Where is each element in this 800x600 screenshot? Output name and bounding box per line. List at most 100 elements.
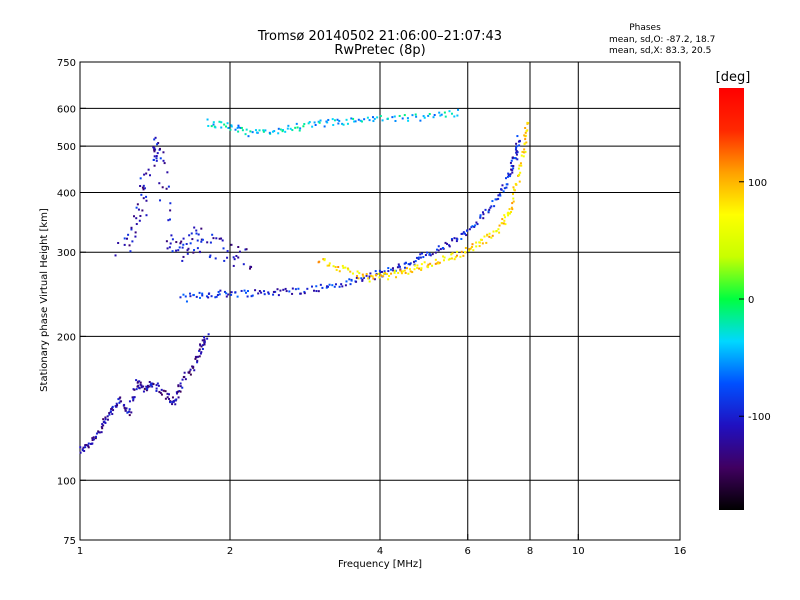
scatter-point bbox=[435, 248, 438, 251]
scatter-point bbox=[397, 263, 400, 266]
scatter-point bbox=[423, 116, 426, 119]
scatter-point bbox=[512, 197, 515, 200]
scatter-point bbox=[374, 274, 377, 277]
scatter-point bbox=[133, 396, 136, 399]
scatter-point bbox=[461, 232, 464, 235]
scatter-point bbox=[161, 186, 164, 189]
scatter-point bbox=[127, 233, 130, 236]
scatter-point bbox=[262, 129, 265, 132]
scatter-point bbox=[159, 199, 162, 202]
scatter-point bbox=[429, 262, 432, 265]
scatter-point bbox=[429, 254, 432, 257]
scatter-point bbox=[497, 194, 500, 197]
scatter-point bbox=[164, 397, 167, 400]
scatter-point bbox=[495, 230, 498, 233]
scatter-point bbox=[118, 397, 121, 400]
scatter-point bbox=[168, 246, 171, 249]
scatter-point bbox=[348, 278, 351, 281]
scatter-point bbox=[323, 259, 326, 262]
scatter-point bbox=[273, 130, 276, 133]
scatter-point bbox=[336, 118, 339, 121]
scatter-point bbox=[504, 223, 507, 226]
scatter-point bbox=[524, 135, 527, 138]
scatter-point bbox=[143, 187, 146, 190]
scatter-point bbox=[438, 261, 441, 264]
scatter-point bbox=[146, 387, 149, 390]
scatter-point bbox=[175, 241, 178, 244]
scatter-point bbox=[158, 390, 161, 393]
scatter-point bbox=[124, 409, 127, 412]
scatter-point bbox=[141, 209, 144, 212]
scatter-point bbox=[503, 214, 506, 217]
scatter-point bbox=[423, 261, 426, 264]
scatter-point bbox=[346, 267, 349, 270]
scatter-point bbox=[137, 380, 140, 383]
scatter-point bbox=[218, 120, 221, 123]
scatter-point bbox=[317, 290, 320, 293]
scatter-point bbox=[135, 206, 138, 209]
scatter-point bbox=[306, 287, 309, 290]
scatter-point bbox=[147, 168, 150, 171]
scatter-point bbox=[345, 118, 348, 121]
scatter-point bbox=[234, 291, 237, 294]
scatter-point bbox=[355, 280, 358, 283]
scatter-point bbox=[230, 291, 233, 294]
scatter-point bbox=[79, 446, 82, 449]
scatter-point bbox=[291, 287, 294, 290]
scatter-point bbox=[133, 215, 136, 218]
scatter-point bbox=[421, 252, 424, 255]
scatter-point bbox=[308, 121, 311, 124]
scatter-point bbox=[146, 386, 149, 389]
scatter-point bbox=[285, 290, 288, 293]
scatter-point bbox=[434, 262, 437, 265]
scatter-point bbox=[100, 431, 103, 434]
scatter-point bbox=[206, 337, 209, 340]
scatter-point bbox=[314, 123, 317, 126]
scatter-point bbox=[511, 202, 514, 205]
scatter-point bbox=[106, 418, 109, 421]
scatter-point bbox=[145, 195, 148, 198]
y-tick-label: 500 bbox=[57, 142, 76, 153]
legend-line-o: mean, sd,O: -87.2, 18.7 bbox=[609, 35, 715, 45]
scatter-point bbox=[196, 247, 199, 250]
scatter-point bbox=[179, 385, 182, 388]
scatter-point bbox=[436, 262, 439, 265]
scatter-point bbox=[223, 259, 226, 262]
y-tick-label: 300 bbox=[57, 248, 76, 259]
scatter-point bbox=[294, 126, 297, 129]
scatter-point bbox=[419, 119, 422, 122]
scatter-point bbox=[515, 142, 518, 145]
scatter-point bbox=[391, 267, 394, 270]
scatter-point bbox=[197, 355, 200, 358]
scatter-point bbox=[390, 268, 393, 271]
scatter-point bbox=[230, 125, 233, 128]
scatter-point bbox=[291, 292, 294, 295]
scatter-point bbox=[479, 214, 482, 217]
scatter-point bbox=[249, 130, 252, 133]
scatter-point bbox=[189, 368, 192, 371]
scatter-point bbox=[523, 148, 526, 151]
scatter-point bbox=[420, 268, 423, 271]
scatter-point bbox=[500, 188, 503, 191]
scatter-point bbox=[482, 213, 485, 216]
scatter-point bbox=[149, 174, 152, 177]
scatter-point bbox=[411, 271, 414, 274]
scatter-point bbox=[126, 237, 129, 240]
scatter-point bbox=[111, 405, 114, 408]
scatter-point bbox=[386, 117, 389, 120]
scatter-point bbox=[524, 131, 527, 134]
scatter-point bbox=[512, 165, 515, 168]
scatter-point bbox=[335, 268, 338, 271]
scatter-point bbox=[322, 258, 325, 261]
scatter-point bbox=[220, 121, 223, 124]
scatter-point bbox=[420, 267, 423, 270]
scatter-point bbox=[444, 241, 447, 244]
scatter-point bbox=[390, 272, 393, 275]
scatter-point bbox=[158, 182, 161, 185]
scatter-point bbox=[198, 296, 201, 299]
scatter-point bbox=[333, 119, 336, 122]
colorbar-tick-label: 0 bbox=[748, 295, 754, 306]
scatter-point bbox=[331, 284, 334, 287]
scatter-point bbox=[123, 243, 126, 246]
scatter-point bbox=[473, 225, 476, 228]
